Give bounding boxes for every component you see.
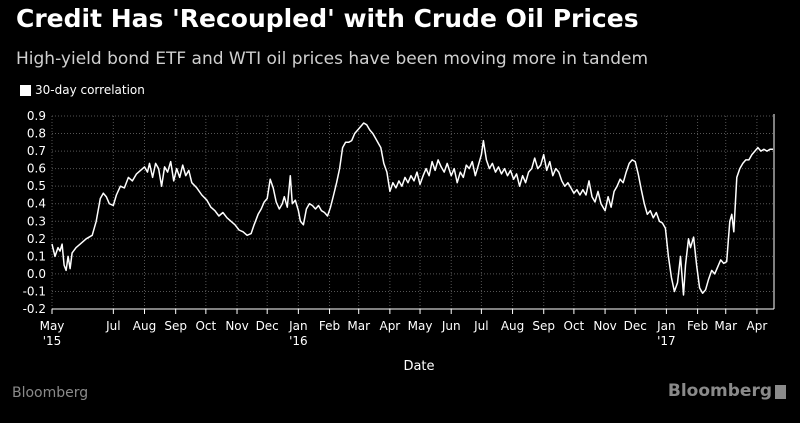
legend: 30-day correlation	[20, 83, 145, 97]
y-tick-label: 0.7	[27, 144, 46, 158]
x-tick-label: Dec	[256, 319, 279, 333]
brand-logo: Bloomberg	[668, 381, 786, 401]
x-tick-label: Oct	[564, 319, 585, 333]
x-tick-label: Dec	[624, 319, 647, 333]
x-tick-label: Jun	[441, 319, 461, 333]
x-tick-label: Aug	[133, 319, 156, 333]
x-tick-label: Oct	[195, 319, 216, 333]
x-tick-label: Sep	[532, 319, 555, 333]
y-tick-label: -0.2	[23, 302, 46, 316]
source-label: Bloomberg	[12, 385, 89, 401]
x-tick-label: Feb	[319, 319, 340, 333]
x-tick-label: Mar	[347, 319, 370, 333]
x-tick-label: Feb	[687, 319, 708, 333]
x-tick-label: Aug	[501, 319, 524, 333]
y-tick-label: 0.6	[27, 162, 46, 176]
brand-name: Bloomberg	[667, 381, 772, 401]
x-tick-label: Nov	[225, 319, 248, 333]
y-tick-label: 0.1	[27, 249, 46, 263]
y-tick-label: 0.2	[27, 232, 46, 246]
legend-swatch	[20, 84, 31, 96]
y-tick-label: 0.5	[27, 179, 46, 193]
chart-subtitle: High-yield bond ETF and WTI oil prices h…	[16, 49, 649, 69]
series-line-correlation	[51, 122, 773, 296]
bloomberg-icon	[775, 385, 786, 399]
x-tick-year-label: '17	[657, 334, 676, 348]
y-tick-label: 0.8	[27, 127, 46, 141]
y-tick-label: 0.4	[27, 197, 46, 211]
y-tick-label: 0.9	[27, 109, 46, 123]
x-axis-label: Date	[403, 359, 434, 374]
x-tick-year-label: '16	[289, 334, 308, 348]
x-tick-label: Sep	[164, 319, 187, 333]
x-tick-label: Jul	[473, 319, 488, 333]
x-tick-label: Nov	[593, 319, 616, 333]
y-tick-label: 0.3	[27, 214, 46, 228]
x-tick-label: May	[40, 319, 65, 333]
legend-label: 30-day correlation	[35, 83, 145, 97]
x-tick-label: Jan	[656, 319, 676, 333]
x-tick-label: Apr	[747, 319, 768, 333]
x-tick-label: Jan	[288, 319, 308, 333]
x-tick-label: May	[408, 319, 433, 333]
x-tick-label: Mar	[714, 319, 737, 333]
y-tick-label: -0.1	[23, 284, 46, 298]
chart-title: Credit Has 'Recoupled' with Crude Oil Pr…	[16, 4, 639, 33]
x-tick-label: Jul	[105, 319, 120, 333]
y-tick-label: 0.0	[27, 267, 46, 281]
x-tick-label: Apr	[379, 319, 400, 333]
x-tick-year-label: '15	[43, 334, 62, 348]
